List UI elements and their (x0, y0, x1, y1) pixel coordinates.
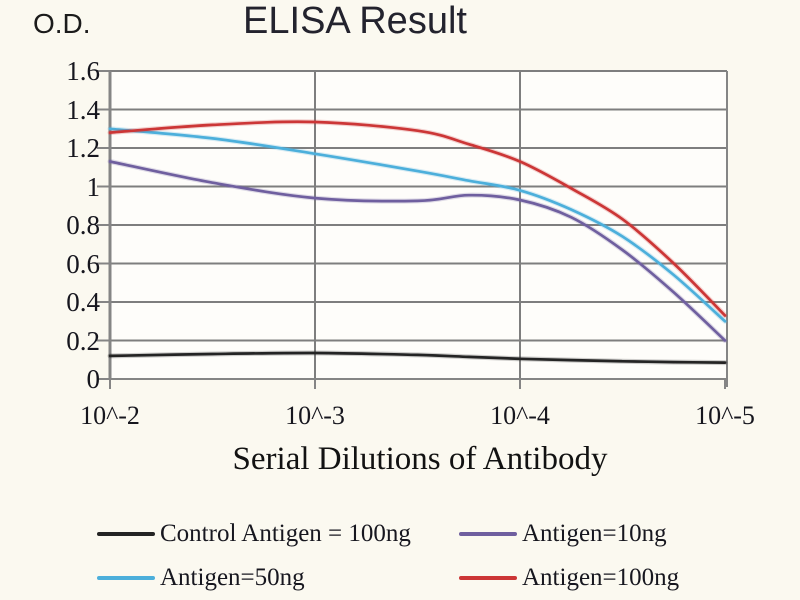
curve-antigen-10ng (108, 160, 727, 342)
y-tick-label: 0.8 (66, 210, 100, 240)
y-tick-label: 0 (86, 364, 101, 394)
y-tick-label: 0.6 (66, 248, 100, 279)
x-axis-title: Serial Dilutions of Antibody (232, 441, 608, 477)
y-tick-label: 1.2 (66, 133, 100, 163)
legend-label: Antigen=10ng (522, 520, 667, 547)
legend-label: Antigen=50ng (160, 564, 305, 591)
chart-title: ELISA Result (243, 0, 467, 42)
y-tick-label: 0.4 (66, 287, 100, 317)
x-tick-label: 10^-5 (695, 401, 755, 430)
legend-swatch-control-antigen (97, 532, 155, 536)
legend-swatch-antigen-100ng (459, 576, 517, 580)
legend-label: Control Antigen = 100ng (160, 520, 411, 547)
legend-label: Antigen=100ng (522, 564, 680, 591)
x-tick-label: 10^-2 (80, 401, 140, 430)
y-tick-label: 1.6 (66, 56, 100, 86)
x-tick-label: 10^-3 (285, 401, 345, 430)
y-tick-label: 0.2 (66, 325, 100, 356)
legend-item-antigen-100ng: Antigen=100ng (459, 562, 679, 594)
curve-control-antigen-100ng (108, 351, 727, 364)
legend-item-antigen-10ng: Antigen=10ng (459, 518, 667, 550)
legend-swatch-antigen-10ng (459, 532, 517, 536)
legend-swatch-antigen-50ng (97, 576, 155, 580)
y-axis-title: O.D. (33, 8, 91, 39)
y-tick-label: 1 (86, 171, 101, 202)
legend-item-antigen-50ng: Antigen=50ng (97, 562, 305, 594)
legend-item-control-antigen: Control Antigen = 100ng (97, 518, 411, 550)
curve-antigen-50ng (108, 127, 727, 323)
x-tick-label: 10^-4 (490, 401, 550, 430)
curve-antigen-100ng (108, 120, 727, 317)
y-tick-label: 1.4 (66, 94, 100, 125)
